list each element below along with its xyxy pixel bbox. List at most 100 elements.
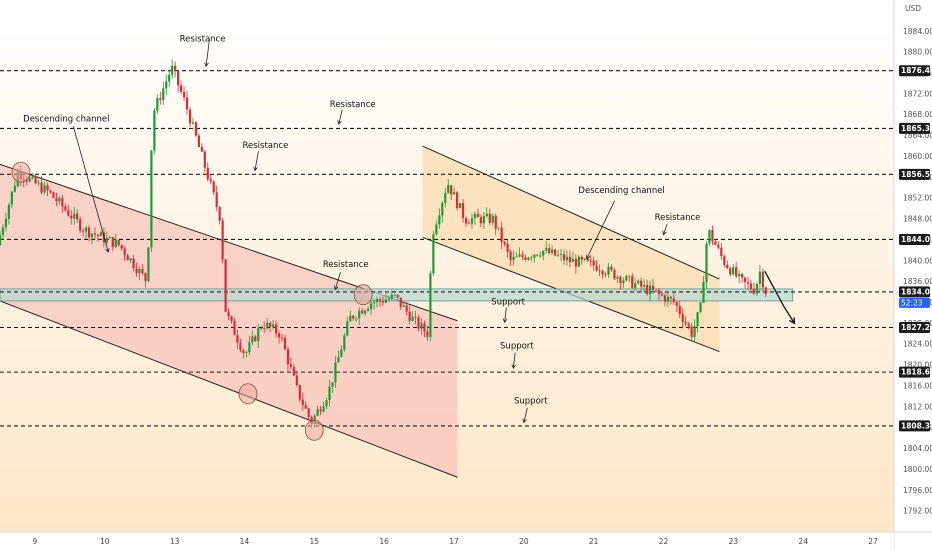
bear-candle xyxy=(743,277,747,282)
bull-candle xyxy=(458,203,462,209)
bull-candle xyxy=(84,227,88,232)
bear-candle xyxy=(610,266,613,270)
bear-candle xyxy=(595,265,598,271)
bull-candle xyxy=(340,349,343,357)
bull-candle xyxy=(271,324,275,327)
annotation-label: Resistance xyxy=(323,260,369,270)
bear-candle xyxy=(503,242,506,245)
y-tick-label: 1840.000 xyxy=(903,256,932,265)
bull-candle xyxy=(666,296,669,302)
bull-candle xyxy=(556,254,560,256)
bear-candle xyxy=(49,190,52,193)
y-tick-label: 1824.000 xyxy=(903,340,932,349)
bull-candle xyxy=(28,177,31,182)
bear-candle xyxy=(746,281,750,284)
bear-candle xyxy=(675,302,678,306)
bull-candle xyxy=(453,192,456,195)
bull-candle xyxy=(559,254,563,256)
highlight-circle xyxy=(353,284,373,306)
bull-candle xyxy=(755,283,759,294)
bear-candle xyxy=(467,223,471,225)
bull-candle xyxy=(73,213,76,219)
x-tick-label: 17 xyxy=(449,537,459,546)
bear-candle xyxy=(52,192,55,198)
bear-candle xyxy=(79,219,82,231)
bear-candle xyxy=(304,405,307,409)
x-tick-label: 15 xyxy=(310,537,320,546)
level-labels: 1876.445 1865.382 1856.578 1844.085 1834.032… xyxy=(899,65,932,432)
bear-candle xyxy=(67,210,70,216)
projection-arrow xyxy=(764,270,796,325)
time-axis[interactable] xyxy=(0,532,894,550)
annotation-arrow-head xyxy=(105,247,110,253)
bull-candle xyxy=(1,227,5,235)
bull-candle xyxy=(31,176,34,178)
bear-candle xyxy=(126,255,129,261)
bull-candle xyxy=(577,256,580,267)
x-tick-label: 14 xyxy=(240,537,250,546)
bear-candle xyxy=(461,203,465,219)
bear-candle xyxy=(185,97,189,110)
bear-candle xyxy=(749,283,753,290)
bull-candle xyxy=(257,328,260,341)
price-axis[interactable] xyxy=(894,0,932,550)
bear-candle xyxy=(280,337,284,339)
bear-candle xyxy=(227,311,230,317)
bear-candle xyxy=(263,328,266,329)
bear-candle xyxy=(283,337,287,350)
bear-candle xyxy=(464,218,468,224)
annotation-arrow-line xyxy=(586,200,615,259)
bull-candle xyxy=(313,415,316,425)
bear-candle xyxy=(82,230,85,232)
annotation-arrow-line xyxy=(254,151,259,171)
annotation-label: Resistance xyxy=(330,100,376,110)
bull-candle xyxy=(512,256,515,261)
bull-candle xyxy=(168,74,171,82)
bear-candle xyxy=(500,227,503,243)
highlight-circle xyxy=(304,419,324,441)
bear-candle xyxy=(274,324,278,334)
level-label-bg xyxy=(899,168,930,180)
x-tick-label: 22 xyxy=(659,537,669,546)
bear-candle xyxy=(681,314,684,322)
annotation-label: Support xyxy=(514,397,548,407)
bull-candle xyxy=(607,266,610,275)
bear-candle xyxy=(381,300,385,303)
bull-candle xyxy=(346,321,349,336)
bear-candle xyxy=(286,349,290,365)
x-tick-label: 9 xyxy=(33,537,38,546)
bear-candle xyxy=(212,181,215,193)
bull-candle xyxy=(393,294,396,296)
bull-candle xyxy=(129,258,132,261)
bear-candle xyxy=(87,227,91,238)
bear-candle xyxy=(631,276,634,288)
bear-candle xyxy=(456,192,459,209)
y-tick-label: 1812.000 xyxy=(903,402,932,411)
bull-candle xyxy=(372,302,376,304)
bull-candle xyxy=(10,191,13,205)
bull-candle xyxy=(482,216,485,224)
bull-candle xyxy=(705,243,708,282)
bull-candle xyxy=(518,254,521,257)
bull-candle xyxy=(696,312,699,327)
bull-candle xyxy=(497,227,500,229)
bear-candle xyxy=(723,256,726,265)
bear-candle xyxy=(239,342,242,351)
bear-candle xyxy=(135,268,138,274)
bull-candle xyxy=(0,234,2,246)
level-label-1844.085: 1844.085 xyxy=(901,235,932,244)
bear-candle xyxy=(120,244,123,249)
annotation-arrow-line xyxy=(205,39,210,67)
bull-candle xyxy=(13,186,16,192)
bear-candle xyxy=(236,335,239,343)
bear-candle xyxy=(592,260,595,266)
countdown-label: 52:23 xyxy=(901,298,923,307)
bear-candle xyxy=(417,317,420,329)
bull-candle xyxy=(331,382,334,387)
bear-candle xyxy=(414,316,417,318)
bear-candle xyxy=(646,285,649,294)
annotation-label: Descending channel xyxy=(23,115,109,125)
level-label-bg xyxy=(899,321,930,333)
bear-candle xyxy=(601,271,604,275)
bear-candle xyxy=(506,244,509,252)
